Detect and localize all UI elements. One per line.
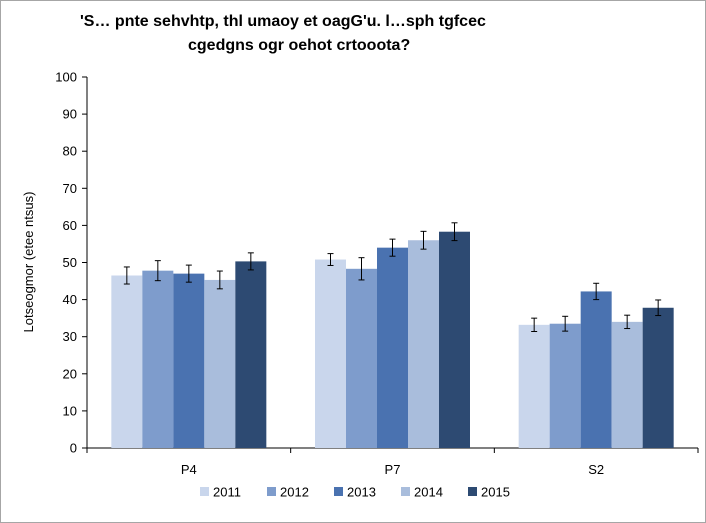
bar — [580, 291, 612, 448]
y-tick-label: 50 — [63, 255, 77, 270]
bars — [111, 222, 674, 448]
bar — [346, 268, 377, 448]
y-tick-label: 70 — [63, 181, 77, 196]
bar — [173, 273, 205, 448]
bar — [549, 323, 581, 448]
y-tick-label: 40 — [63, 292, 77, 307]
legend-label: 2014 — [414, 485, 443, 500]
bar — [518, 324, 550, 448]
legend-swatch — [200, 487, 209, 496]
bar — [142, 270, 174, 448]
y-tick-label: 0 — [70, 441, 77, 456]
chart-title-line-2: cgedgns ogr oehot crtooota? — [188, 37, 410, 54]
y-axis-label: Lotseogmor (etee ntsus) — [21, 192, 36, 333]
chart-title-line-1: 'S… pnte sehvhtp, thl umaoy et oagG'u. l… — [80, 13, 486, 30]
legend: 2011 2012 2013 2014 2015 — [200, 485, 510, 500]
y-tick-label: 100 — [55, 70, 77, 85]
bar — [642, 307, 674, 448]
bar — [204, 279, 236, 448]
bar — [315, 259, 346, 448]
bar — [235, 261, 267, 448]
legend-label: 2011 — [213, 485, 241, 500]
legend-label: 2013 — [347, 485, 376, 500]
legend-swatch — [267, 487, 276, 496]
legend-label: 2015 — [481, 485, 510, 500]
bar — [439, 231, 470, 448]
y-tick-label: 80 — [63, 144, 77, 159]
legend-swatch — [334, 487, 343, 496]
x-tick-label: S2 — [588, 462, 604, 477]
y-tick-label: 20 — [63, 366, 77, 381]
legend-swatch — [468, 487, 477, 496]
y-tick-label: 10 — [63, 403, 77, 418]
y-tick-label: 60 — [63, 218, 77, 233]
x-tick-label: P7 — [385, 462, 401, 477]
x-tick-label: P4 — [181, 462, 197, 477]
bar — [611, 321, 643, 448]
bar — [377, 247, 408, 448]
legend-swatch — [401, 487, 410, 496]
bar — [408, 240, 439, 448]
y-tick-label: 30 — [63, 329, 77, 344]
bar — [111, 275, 143, 448]
legend-label: 2012 — [280, 485, 309, 500]
y-tick-label: 90 — [63, 107, 77, 122]
